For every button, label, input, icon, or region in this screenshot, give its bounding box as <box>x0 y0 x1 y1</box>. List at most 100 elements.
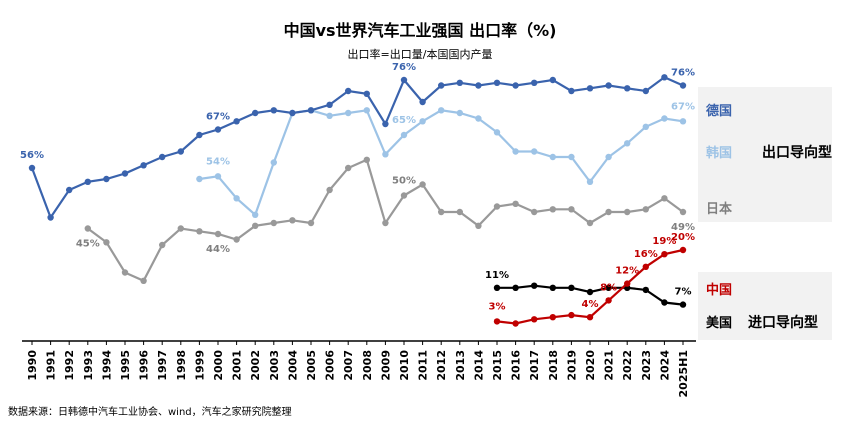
data-point <box>624 140 631 147</box>
data-point <box>679 118 687 125</box>
data-point <box>642 206 649 213</box>
import-group-panel <box>698 272 832 340</box>
data-point <box>196 131 203 139</box>
data-point <box>363 156 370 163</box>
x-tick-label: 2021 <box>603 350 616 381</box>
data-point <box>531 79 538 87</box>
data-point <box>642 263 649 270</box>
data-label: 7% <box>675 287 692 298</box>
data-point <box>605 153 612 161</box>
data-point <box>531 208 538 216</box>
data-point <box>493 129 501 136</box>
data-point <box>605 284 612 291</box>
data-point <box>531 148 538 155</box>
legend-china: 中国 <box>706 282 732 298</box>
data-label: 49% <box>671 222 695 233</box>
legend-japan: 日本 <box>706 201 732 217</box>
legend-usa: 美国 <box>706 315 732 331</box>
data-point <box>307 219 315 227</box>
data-point <box>642 87 649 95</box>
data-label: 44% <box>206 244 230 255</box>
series-line <box>30 76 684 220</box>
plot-area: 45% 44%50%49%54%65%67%56%67%76% 76%11%7%3%… <box>20 62 695 327</box>
data-label: 56% <box>20 150 44 161</box>
x-tick-label: 2009 <box>379 350 392 381</box>
data-point <box>270 219 277 227</box>
data-point <box>289 109 296 117</box>
x-tick-label: 1996 <box>138 350 151 381</box>
data-point <box>456 79 463 87</box>
data-label: 11% <box>485 270 509 281</box>
data-label: 8% <box>600 282 617 293</box>
data-point <box>568 153 575 161</box>
x-tick-label: 2002 <box>249 350 262 381</box>
data-point <box>345 164 352 172</box>
data-point <box>233 118 240 125</box>
data-point <box>252 211 259 218</box>
data-point <box>586 314 594 321</box>
x-tick-label: 2000 <box>212 350 225 381</box>
data-point <box>624 208 631 216</box>
data-point <box>679 246 687 254</box>
data-label: 20% <box>671 232 695 243</box>
series-德国: 56% 67% 76% 76% <box>20 62 695 221</box>
x-tick-label: 2008 <box>361 350 374 381</box>
data-point <box>177 148 184 155</box>
data-point <box>438 208 445 216</box>
data-label: 65% <box>392 115 416 126</box>
data-point <box>679 82 687 89</box>
x-tick-label: 2017 <box>528 350 541 381</box>
data-point <box>512 148 519 155</box>
data-point <box>512 320 519 327</box>
data-point <box>159 241 166 249</box>
data-point <box>493 318 501 325</box>
data-point <box>270 107 277 114</box>
data-label: 54% <box>206 156 230 167</box>
data-point <box>475 222 482 229</box>
data-point <box>679 208 687 216</box>
x-tick-label: 1991 <box>45 350 58 381</box>
x-tick-label: 2007 <box>342 350 355 381</box>
data-point <box>512 82 519 89</box>
data-label: 67% <box>206 112 230 123</box>
data-point <box>624 280 631 287</box>
data-point <box>624 85 631 92</box>
data-point <box>456 208 463 216</box>
data-point <box>586 178 594 185</box>
data-point <box>140 162 147 169</box>
x-tick-label: 2001 <box>231 350 244 381</box>
x-tick-label: 2015 <box>491 350 504 381</box>
data-point <box>252 109 259 117</box>
data-point <box>661 74 668 81</box>
data-point <box>568 206 575 213</box>
x-tick-label: 2024 <box>658 350 671 381</box>
x-tick-label: 1995 <box>119 350 132 381</box>
data-point <box>438 82 445 89</box>
data-point <box>493 203 501 210</box>
data-point <box>345 87 352 95</box>
data-point <box>661 251 668 258</box>
series-美国: 11% 7% <box>485 270 691 308</box>
data-point <box>326 112 333 120</box>
x-tick-label: 1997 <box>156 350 169 381</box>
series-日本: 45% 44% 50% 49% <box>76 156 695 284</box>
data-point <box>66 186 73 194</box>
data-label: 19% <box>652 236 676 247</box>
data-point <box>382 219 389 227</box>
data-point <box>400 76 408 84</box>
x-tick-label: 2025H1 <box>677 350 690 397</box>
data-point <box>512 200 519 207</box>
x-tick-label: 2014 <box>472 350 485 381</box>
data-point <box>493 284 501 291</box>
chart-title: 中国vs世界汽车工业强国 出口率（%) <box>284 21 557 40</box>
x-tick-label: 1994 <box>100 350 113 381</box>
data-point <box>159 153 166 161</box>
data-label: 76% <box>392 62 416 73</box>
data-point <box>549 153 556 161</box>
data-point <box>512 284 519 291</box>
data-point <box>419 118 426 125</box>
data-point <box>549 206 556 213</box>
data-point <box>326 186 333 194</box>
data-point <box>326 101 333 109</box>
data-point <box>549 284 556 291</box>
